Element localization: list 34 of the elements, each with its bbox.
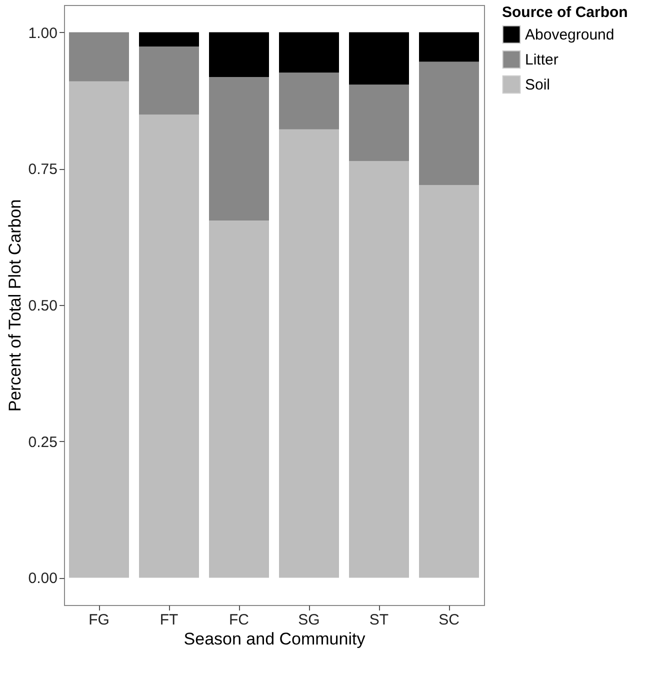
bar	[139, 46, 199, 115]
bar	[139, 32, 199, 46]
bar	[69, 81, 129, 578]
y-tick-label: 0.25	[28, 434, 58, 451]
bar	[139, 114, 199, 578]
y-tick-label: 0.50	[28, 298, 58, 314]
x-tick-label: SG	[298, 612, 320, 628]
legend-title: Source of Carbon	[502, 4, 628, 21]
bar	[419, 62, 479, 185]
bar	[419, 32, 479, 62]
y-tick-label: 0.00	[28, 570, 58, 588]
bar	[279, 72, 339, 130]
y-tick-label: 0.75	[28, 161, 58, 178]
y-axis-title: Percent of Total Plot Carbon	[5, 199, 24, 412]
x-tick-label: FT	[160, 612, 178, 628]
legend-label: Aboveground	[525, 26, 614, 44]
bar	[349, 161, 409, 578]
bar	[279, 129, 339, 578]
x-axis-title: Season and Community	[184, 630, 366, 648]
bar	[419, 185, 479, 578]
legend-label: Litter	[525, 52, 558, 68]
x-tick-label: SC	[438, 612, 460, 628]
x-tick-label: ST	[369, 612, 389, 628]
x-tick-label: FG	[88, 612, 110, 628]
bar	[279, 32, 339, 73]
bar	[69, 32, 129, 82]
bar	[209, 77, 269, 220]
x-tick-label: FC	[229, 612, 250, 628]
y-tick-label: 1.00	[28, 24, 58, 42]
bar	[209, 32, 269, 77]
bar	[209, 220, 269, 578]
bar	[349, 84, 409, 161]
bar	[349, 32, 409, 85]
legend-label: Soil	[525, 76, 550, 94]
